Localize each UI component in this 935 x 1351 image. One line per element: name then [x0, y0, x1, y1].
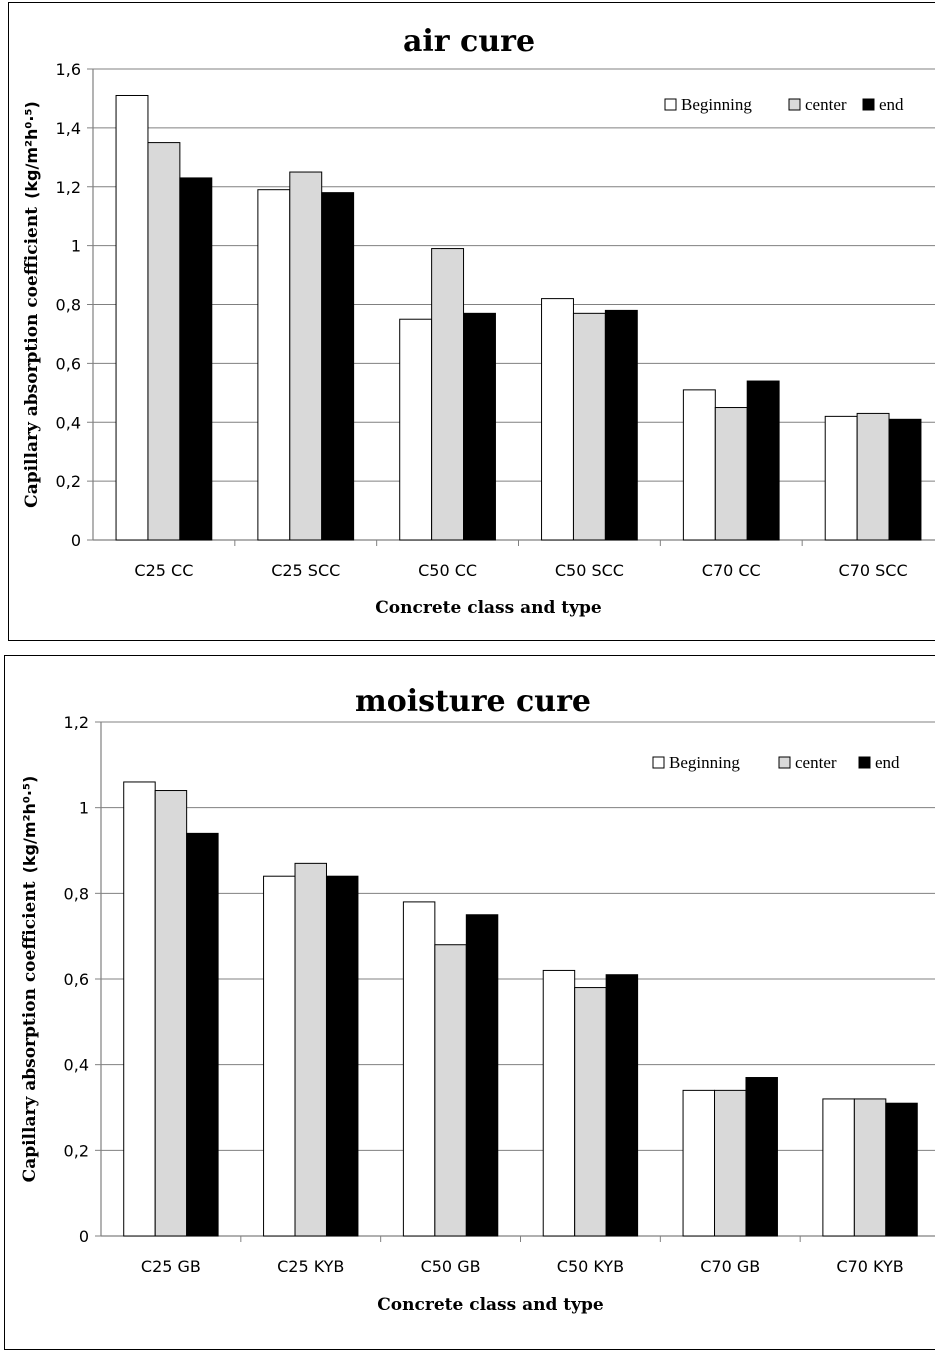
bar-center — [431, 248, 465, 541]
bar-end — [745, 1077, 778, 1237]
chart-title: moisture cure — [355, 684, 591, 719]
category-label: C70 KYB — [836, 1257, 903, 1276]
bar-center — [147, 142, 181, 541]
bar-end — [885, 1102, 918, 1237]
y-tick-label: 0,4 — [56, 413, 81, 432]
bar-center — [154, 790, 188, 1237]
y-axis-title: Capillary absorption coefficient (kg/m²h⁰… — [20, 776, 40, 1183]
bar-beginning — [682, 389, 716, 541]
category-label: C25 SCC — [271, 561, 340, 580]
bar-beginning — [123, 781, 156, 1237]
category-label: C70 SCC — [839, 561, 908, 580]
y-axis-title-text: Capillary absorption coefficient — [20, 881, 40, 1182]
air-cure-chart: 0 0,2 0,4 0,6 0,8 1 1,2 1,4 1,6 C25 CC C25 SCC C50 … — [22, 24, 935, 618]
legend-label-end: end — [879, 95, 904, 114]
bar-end — [186, 832, 219, 1237]
bar-beginning — [542, 969, 576, 1237]
bar-center — [856, 412, 890, 541]
y-tick-label: 0,6 — [56, 354, 81, 373]
y-tick-label: 1,2 — [64, 713, 89, 732]
x-axis-title: Concrete class and type — [375, 598, 602, 618]
bar-beginning — [115, 94, 149, 541]
bar-center — [289, 171, 323, 541]
legend-label-beginning: Beginning — [669, 753, 740, 772]
y-tick-label: 0,2 — [56, 472, 81, 491]
y-axis-unit: (kg/m²h⁰·⁵) — [20, 776, 39, 874]
category-label: C25 GB — [141, 1257, 201, 1276]
legend-label-beginning: Beginning — [681, 95, 752, 114]
y-tick-label: 1,4 — [56, 119, 81, 138]
bar-beginning — [682, 1089, 716, 1237]
y-tick-label: 0,8 — [56, 296, 81, 315]
x-axis-title: Concrete class and type — [377, 1295, 604, 1315]
legend-label-center: center — [805, 95, 847, 114]
bar-beginning — [257, 189, 291, 541]
y-tick-label: 0 — [71, 531, 81, 550]
y-tick-label: 1 — [71, 237, 81, 256]
bar-beginning — [824, 415, 858, 541]
category-label: C70 CC — [702, 561, 761, 580]
bar-center — [714, 1089, 747, 1237]
y-tick-label: 0,4 — [64, 1056, 89, 1075]
bar-beginning — [263, 875, 296, 1237]
legend-swatch-center — [788, 98, 801, 111]
category-label: C50 CC — [418, 561, 477, 580]
y-tick-label: 1,2 — [56, 178, 81, 197]
bar-beginning — [541, 298, 574, 541]
moisture-cure-chart-panel: 0 0,2 0,4 0,6 0,8 1 1,2 C25 GB C25 KYB C50 GB C50 … — [4, 655, 935, 1350]
bar-center — [434, 944, 467, 1237]
legend-swatch-beginning — [664, 98, 677, 111]
y-axis-title-group: Capillary absorption coefficient (kg/m²h⁰… — [20, 776, 40, 1183]
category-label: C50 GB — [421, 1257, 481, 1276]
y-tick-label: 0,2 — [64, 1141, 89, 1160]
legend-label-end: end — [875, 753, 900, 772]
bar-end — [746, 380, 780, 541]
moisture-cure-chart: 0 0,2 0,4 0,6 0,8 1 1,2 C25 GB C25 KYB C50 GB C50 … — [20, 684, 935, 1315]
legend-swatch-beginning — [652, 756, 665, 769]
y-axis-title-group: Capillary absorption coefficient (kg/m²h⁰… — [22, 101, 42, 508]
bar-beginning — [399, 318, 433, 541]
category-label: C25 KYB — [277, 1257, 344, 1276]
y-axis-title: Capillary absorption coefficient (kg/m²h⁰… — [22, 101, 42, 508]
bar-end — [463, 312, 496, 541]
bar-center — [294, 862, 327, 1237]
category-label: C50 KYB — [557, 1257, 624, 1276]
y-tick-label: 1,6 — [56, 60, 81, 79]
legend-swatch-end — [858, 756, 871, 769]
legend-label-center: center — [795, 753, 837, 772]
y-tick-label: 0,8 — [64, 884, 89, 903]
category-label: C25 CC — [134, 561, 193, 580]
category-label: C50 SCC — [555, 561, 624, 580]
bar-center — [574, 987, 607, 1237]
y-axis-unit: (kg/m²h⁰·⁵) — [22, 101, 41, 199]
bar-end — [465, 914, 499, 1237]
chart-title: air cure — [403, 24, 535, 59]
bar-end — [605, 974, 639, 1237]
y-tick-label: 1 — [79, 799, 89, 818]
bar-beginning — [822, 1098, 855, 1237]
bar-beginning — [402, 901, 436, 1237]
bar-center — [853, 1098, 887, 1237]
category-label: C70 GB — [700, 1257, 760, 1276]
legend-swatch-center — [778, 756, 791, 769]
y-tick-label: 0,6 — [64, 970, 89, 989]
legend-swatch-end — [862, 98, 875, 111]
bar-end — [325, 875, 359, 1237]
bar-end — [604, 309, 638, 541]
bar-center — [714, 407, 748, 541]
y-tick-label: 0 — [79, 1227, 89, 1246]
air-cure-chart-panel: 0 0,2 0,4 0,6 0,8 1 1,2 1,4 1,6 C25 CC C25 SCC C50 … — [8, 2, 935, 641]
bar-end — [888, 418, 922, 541]
bar-center — [572, 312, 606, 541]
bar-end — [179, 177, 213, 541]
y-axis-title-text: Capillary absorption coefficient — [22, 207, 42, 508]
bar-end — [321, 192, 355, 541]
